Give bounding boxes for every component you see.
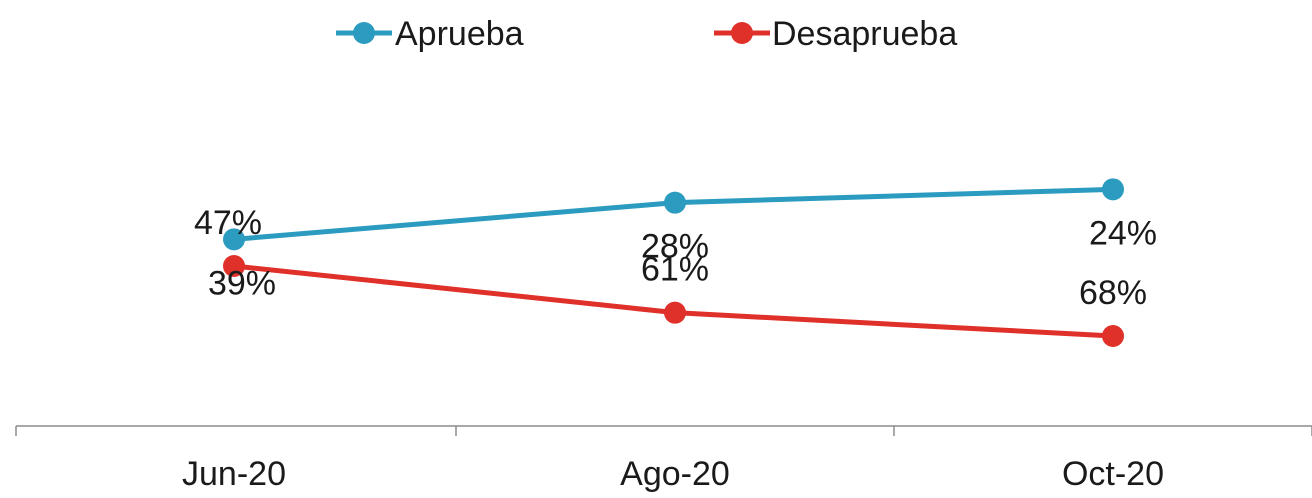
data-point-desaprueba (1102, 325, 1124, 347)
data-labels: 39% 28% 24% 47% 61% 68% (194, 204, 1157, 312)
legend-swatch-marker (353, 22, 375, 44)
data-point-desaprueba (223, 255, 245, 277)
legend-swatch-marker (731, 22, 753, 44)
data-label-aprueba: 28% (641, 228, 709, 266)
data-point-aprueba (1102, 178, 1124, 201)
data-label-desaprueba: 61% (641, 251, 709, 289)
x-tick-label: Jun-20 (182, 455, 286, 493)
data-point-aprueba (664, 191, 686, 214)
x-tick-label: Ago-20 (620, 455, 730, 493)
legend-label: Desaprueba (772, 15, 957, 53)
data-label-desaprueba: 47% (194, 204, 262, 242)
data-point-desaprueba (664, 301, 686, 324)
legend-label: Aprueba (395, 15, 524, 53)
legend: Aprueba Desaprueba (336, 15, 957, 53)
data-label-aprueba: 24% (1089, 214, 1157, 252)
legend-item-desaprueba: Desaprueba (714, 15, 957, 53)
data-point-aprueba (223, 228, 245, 251)
legend-item-aprueba: Aprueba (336, 15, 524, 53)
data-label-aprueba: 39% (208, 264, 276, 302)
x-tick-label: Oct-20 (1062, 455, 1164, 493)
data-label-desaprueba: 68% (1079, 274, 1147, 312)
x-axis: Jun-20 Ago-20 Oct-20 (15, 425, 1312, 493)
series-layer (223, 178, 1124, 347)
